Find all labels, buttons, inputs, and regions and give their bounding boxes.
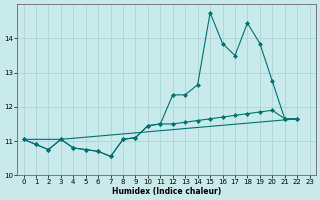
X-axis label: Humidex (Indice chaleur): Humidex (Indice chaleur) [112,187,221,196]
